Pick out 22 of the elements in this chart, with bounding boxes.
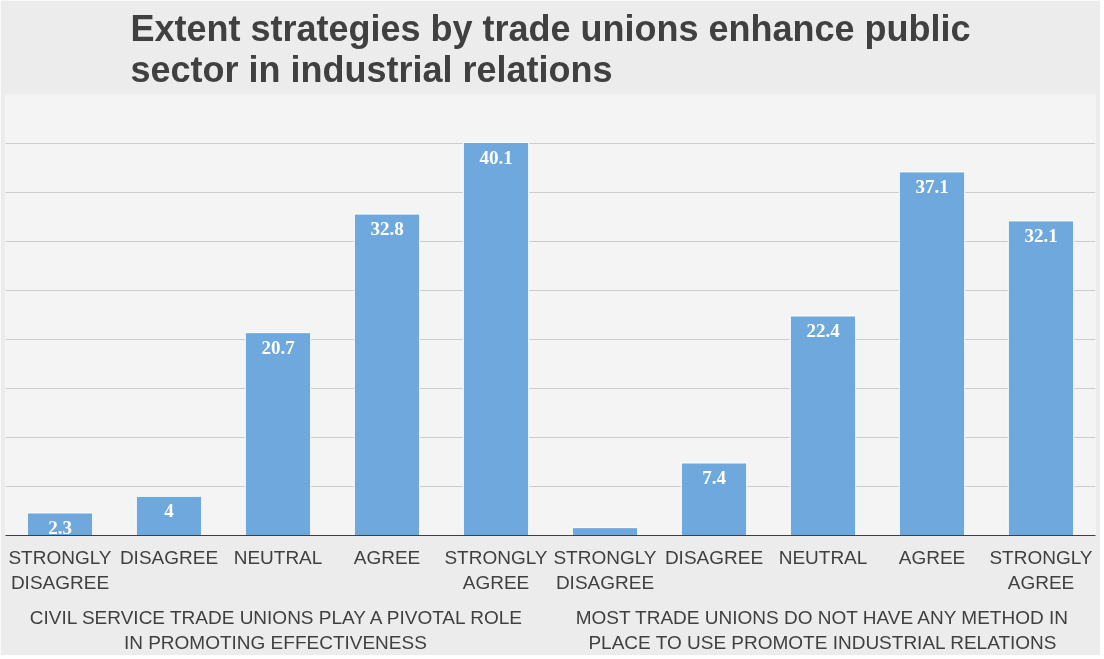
x-tick-label: STRONGLY DISAGREE bbox=[553, 546, 657, 593]
data-label: 37.1 bbox=[915, 175, 949, 197]
data-label: 7.4 bbox=[702, 466, 727, 488]
data-label: 32.8 bbox=[370, 218, 404, 240]
x-tick-label: AGREE bbox=[898, 546, 966, 568]
text: MOST TRADE UNIONS DO NOT HAVE ANY METHOD IN PLACE TO USE PROMOTE INDUSTRIAL RELATIONS bbox=[575, 606, 1068, 653]
x-tick-label: DISAGREE bbox=[664, 546, 764, 568]
x-tick-label: DISAGREE bbox=[119, 546, 219, 568]
data-label: 32.1 bbox=[1024, 224, 1058, 246]
text: CIVIL SERVICE TRADE UNIONS PLAY A PIVOTAL ROLE IN PROMOTING EFFECTIVENESS bbox=[29, 606, 522, 653]
x-tick-label: STRONGLY AGREE bbox=[989, 546, 1093, 593]
x-tick-label: NEUTRAL bbox=[778, 546, 868, 568]
data-label: 22.4 bbox=[806, 319, 841, 341]
x-tick-label: NEUTRAL bbox=[233, 546, 323, 568]
data-label: 4 bbox=[164, 500, 175, 522]
x-tick-label: STRONGLY AGREE bbox=[444, 546, 548, 593]
x-tick-label: AGREE bbox=[353, 546, 421, 568]
chart-title: Extent strategies by trade unions enhance public sector in industrial relations bbox=[130, 7, 971, 90]
data-label: 40.1 bbox=[479, 146, 513, 168]
data-label: 2.3 bbox=[48, 516, 72, 538]
x-tick-label: STRONGLY DISAGREE bbox=[8, 546, 112, 593]
data-label: 20.7 bbox=[261, 336, 296, 358]
